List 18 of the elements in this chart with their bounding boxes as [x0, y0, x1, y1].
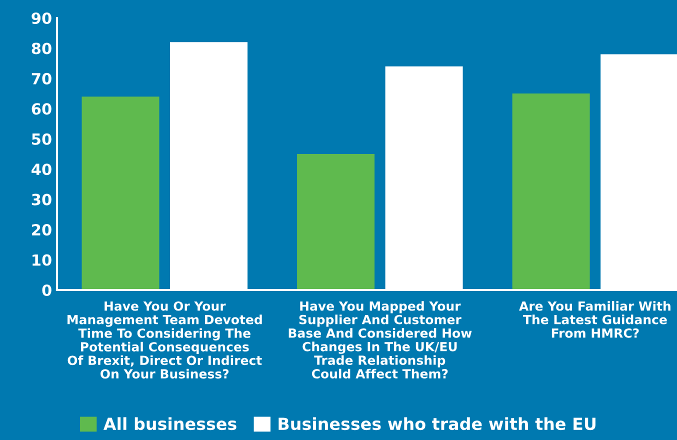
y-tick-label: 30 [32, 194, 52, 206]
y-tick-label: 60 [32, 103, 52, 115]
x-tick-label: Are You Familiar With The Latest Guidance From HMRC? [519, 301, 670, 338]
y-tick-label: 20 [32, 224, 52, 236]
y-tick-label: 50 [32, 133, 52, 145]
bar [512, 94, 590, 290]
y-tick-label: 40 [32, 164, 52, 176]
bar [82, 96, 160, 290]
y-tick-label: 0 [42, 284, 52, 296]
y-tick-label: 70 [32, 72, 52, 84]
x-tick-label: Have You Mapped Your Supplier And Customer Base And Considered How Changes In The UK/EU Trade Relationship Could Affect Them? [288, 301, 472, 378]
y-tick-label: 80 [32, 42, 52, 54]
y-tick-label: 10 [32, 254, 52, 266]
x-tick-label: Have You Or Your Management Team Devoted Time To Considering The Potential Consequences Of Brexit, Direct Or Indirect On Your Business? [68, 301, 262, 379]
legend-label: All businesses [103, 417, 236, 430]
bar [297, 154, 375, 290]
legend-label: Businesses who trade with the EU [278, 417, 596, 430]
y-tick-label: 90 [32, 12, 52, 24]
